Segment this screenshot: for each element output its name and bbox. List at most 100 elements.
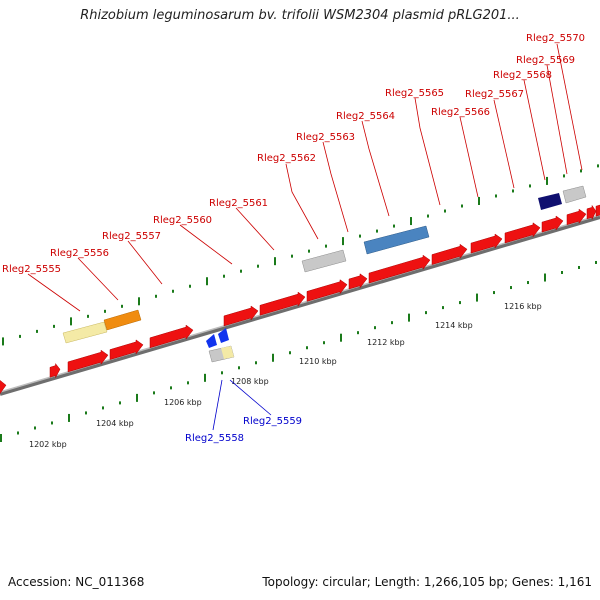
minor-tick <box>172 289 174 293</box>
minor-tick <box>561 271 563 275</box>
forward-gene-arrow <box>306 279 348 302</box>
feature-block <box>221 346 234 359</box>
forward-gene-arrow <box>595 204 600 217</box>
major-tick <box>136 393 138 402</box>
leader-line <box>546 64 568 175</box>
leader-line <box>77 257 119 301</box>
major-tick <box>408 313 410 322</box>
gene-label: Rleg2_5566 <box>431 107 490 118</box>
leader-line <box>179 224 233 265</box>
minor-tick <box>189 284 191 288</box>
major-tick <box>478 196 480 205</box>
feature-block <box>301 249 347 273</box>
minor-tick <box>444 209 446 213</box>
gene-label: Rleg2_5570 <box>526 33 585 44</box>
minor-tick <box>529 184 531 188</box>
leader-line <box>493 99 515 189</box>
leader-line <box>459 116 479 198</box>
major-tick <box>138 297 140 306</box>
leader-line <box>212 379 223 431</box>
minor-tick <box>19 334 21 338</box>
tick-tracks <box>0 164 599 442</box>
gene-label: Rleg2_5557 <box>102 231 161 242</box>
forward-gene-arrow <box>431 243 468 265</box>
gene-labels: Rleg2_5555 Rleg2_5556 Rleg2_5557 Rleg2_5… <box>2 33 585 444</box>
major-tick <box>274 257 276 266</box>
feature-block <box>562 185 587 204</box>
gene-label: Rleg2_5562 <box>257 153 316 164</box>
minor-tick <box>155 294 157 298</box>
gene-label: Rleg2_5564 <box>336 111 395 122</box>
minor-tick <box>510 286 512 290</box>
minor-tick <box>578 265 580 269</box>
forward-gene-arrow <box>223 305 259 327</box>
minor-tick <box>493 291 495 295</box>
minor-tick <box>255 361 257 365</box>
minor-tick <box>187 381 189 385</box>
minor-tick <box>595 260 597 264</box>
reverse-gene-arrow <box>206 334 217 348</box>
minor-tick <box>374 326 376 330</box>
minor-tick <box>240 269 242 273</box>
forward-gene-arrow <box>67 349 109 373</box>
minor-tick <box>512 189 514 193</box>
minor-tick <box>391 321 393 325</box>
minor-tick <box>119 401 121 405</box>
minor-tick <box>238 366 240 370</box>
minor-tick <box>357 331 359 335</box>
gene-label: Rleg2_5556 <box>50 248 109 259</box>
major-tick <box>2 337 4 346</box>
label-leaders <box>27 43 583 431</box>
forward-gene-arrow <box>259 291 306 316</box>
minor-tick <box>36 329 38 333</box>
minor-tick <box>121 304 123 308</box>
minor-tick <box>495 194 497 198</box>
gene-label: Rleg2_5568 <box>493 70 552 81</box>
forward-gene-arrow <box>149 324 194 349</box>
major-tick <box>70 317 72 326</box>
forward-gene-arrow <box>49 362 61 378</box>
forward-gene-arrow <box>470 233 503 254</box>
minor-tick <box>323 341 325 345</box>
minor-tick <box>17 431 19 435</box>
gene-label: Rleg2_5569 <box>516 55 575 66</box>
minor-tick <box>459 301 461 305</box>
tick-label-1216: 1216 kbp <box>504 302 542 311</box>
map-title: Rhizobium leguminosarum bv. trifolii WSM… <box>80 8 520 23</box>
tick-label-1202: 1202 kbp <box>29 440 67 449</box>
minor-tick <box>87 314 89 318</box>
gene-label: Rleg2_5561 <box>209 198 268 209</box>
minor-tick <box>34 426 36 430</box>
minor-tick <box>221 371 223 375</box>
forward-gene-arrow <box>586 204 597 220</box>
leader-line <box>361 120 390 217</box>
leader-line <box>27 273 81 312</box>
gene-label: Rleg2_5567 <box>465 89 524 100</box>
gene-label: Rleg2_5558 <box>185 433 244 444</box>
leader-line <box>127 240 163 285</box>
major-tick <box>68 413 70 422</box>
reverse-gene-arrow <box>218 328 229 343</box>
forward-gene-arrow <box>504 222 541 244</box>
coordinate-labels: 1216 kbp 1214 kbp 1212 kbp 1210 kbp 1208… <box>29 302 542 449</box>
minor-tick <box>85 411 87 415</box>
major-tick <box>0 434 2 442</box>
major-tick <box>546 176 548 185</box>
major-tick <box>476 293 478 302</box>
minor-tick <box>291 254 293 258</box>
minor-tick <box>376 229 378 233</box>
forward-gene-track <box>0 204 600 395</box>
tick-label-1206: 1206 kbp <box>164 398 202 407</box>
minor-tick <box>597 164 599 168</box>
gene-label: Rleg2_5559 <box>243 416 302 427</box>
minor-tick <box>393 224 395 228</box>
forward-gene-arrow <box>348 273 368 290</box>
gene-label: Rleg2_5555 <box>2 264 61 275</box>
leader-line <box>414 97 441 206</box>
tick-label-1212: 1212 kbp <box>367 338 405 347</box>
minor-tick <box>257 264 259 268</box>
leader-line <box>523 79 546 181</box>
feature-block <box>103 309 142 331</box>
major-tick <box>204 373 206 382</box>
minor-tick <box>442 306 444 310</box>
